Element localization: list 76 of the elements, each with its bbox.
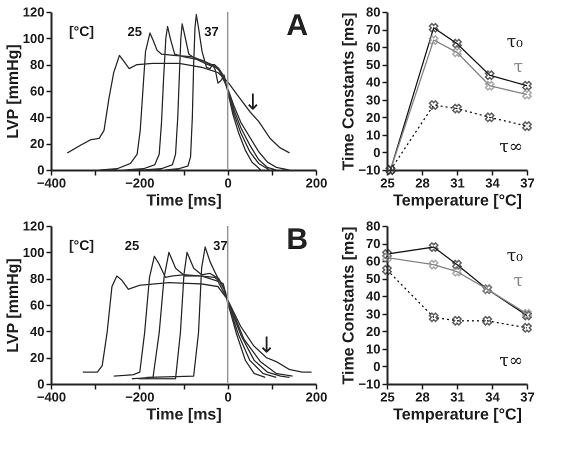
y-tick-label: 60 [30,84,44,98]
y-tick-label: 10 [366,127,380,142]
y-tick-label: 70 [366,236,380,252]
series-label: τ [514,57,523,77]
y-tick-label: 40 [30,324,44,339]
y-tick-label: 0 [373,358,380,374]
annotation: ↓ [244,90,262,116]
y-tick-label: −10 [358,376,380,392]
y-tick-label: 80 [30,57,44,72]
y-tick-label: −10 [358,162,380,178]
x-tick-label: 200 [306,176,328,190]
y-tick-label: 20 [366,324,380,339]
series-label: τ [514,271,523,291]
y-tick-label: 40 [30,110,44,125]
x-tick-label: 34 [485,390,500,404]
x-tick-label: 34 [485,176,500,190]
y-tick-label: 80 [366,4,380,20]
series-label: τ₀ [506,246,524,266]
x-tick-label: 0 [224,390,232,404]
y-tick-label: 50 [366,57,380,72]
x-tick-label: 37 [520,176,535,190]
y-tick-label: 120 [22,4,44,20]
y-tick-label: 60 [366,254,380,269]
y-axis-title: Time Constants [ms] [340,12,358,170]
y-tick-label: 0 [37,376,44,392]
y-tick-label: 20 [366,110,380,125]
y-tick-label: 10 [366,341,380,356]
x-tick-label: 0 [224,176,232,190]
y-tick-label: 120 [22,218,44,234]
y-axis-title: LVP [mmHg] [4,258,22,353]
y-tick-label: 20 [30,350,44,366]
y-tick-label: 60 [366,40,380,55]
y-tick-label: 80 [30,271,44,286]
x-tick-label: 28 [415,390,430,404]
annotation: B [286,223,308,256]
series-label: τ∞ [499,351,523,371]
y-tick-label: 50 [366,271,380,286]
y-tick-label: 0 [37,162,44,178]
y-tick-label: 70 [366,22,380,38]
series-label: 37 [213,238,228,253]
y-tick-label: 60 [30,298,44,312]
y-tick-label: 100 [22,30,44,46]
x-tick-label: −400 [36,176,66,190]
x-tick-label: −200 [125,390,154,404]
y-tick-label: 40 [366,74,380,90]
x-tick-label: 28 [415,176,430,190]
y-tick-label: 30 [366,92,380,108]
x-tick-label: 25 [380,176,395,190]
series-label: τ₀ [506,32,524,52]
x-axis-title: Temperature [°C] [393,406,522,424]
y-tick-label: 40 [366,288,380,304]
y-axis-title: Time Constants [ms] [340,226,358,384]
series-label: 25 [127,24,142,39]
x-tick-label: 37 [520,390,535,404]
x-tick-label: 25 [380,390,395,404]
annotation: [°C] [69,237,94,253]
series-label: τ∞ [499,137,523,157]
x-axis-title: Time [ms] [146,406,222,424]
x-tick-label: 31 [450,390,465,404]
y-tick-label: 0 [373,144,380,160]
x-axis-title: Time [ms] [146,192,222,210]
y-tick-label: 30 [366,306,380,322]
x-axis-title: Temperature [°C] [393,192,522,210]
series-label: 25 [124,238,140,253]
annotation: [°C] [69,23,94,39]
y-tick-label: 100 [22,244,44,260]
annotation: A [286,9,308,42]
x-tick-label: −400 [36,390,66,404]
series-label: 37 [204,24,219,39]
annotation: ↓ [257,334,276,359]
x-tick-label: 200 [306,390,328,404]
y-tick-label: 20 [30,136,44,152]
x-tick-label: −200 [125,176,154,190]
y-tick-label: 80 [366,218,380,234]
y-axis-title: LVP [mmHg] [4,44,22,139]
x-tick-label: 31 [450,176,465,190]
